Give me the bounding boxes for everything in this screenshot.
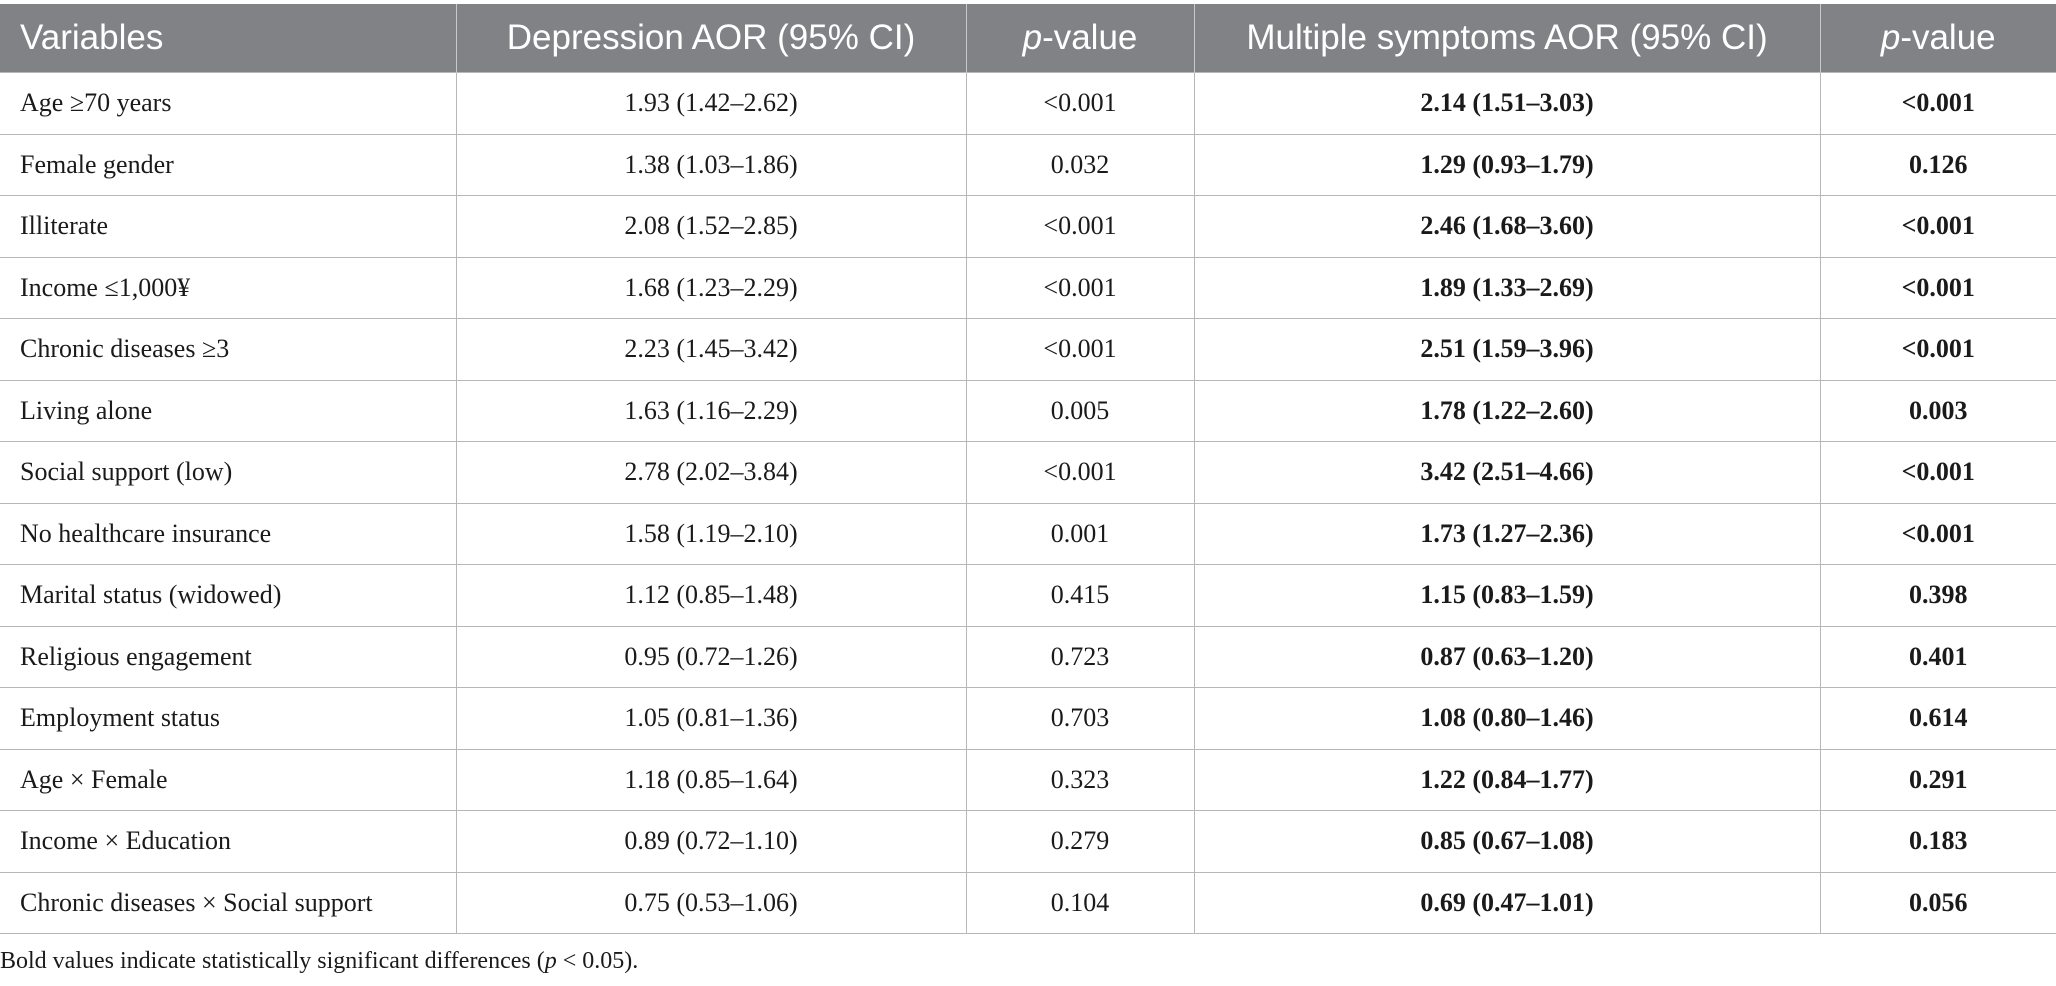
cell-multiple-symptoms-p-value: 0.126 bbox=[1819, 133, 2056, 196]
table-row: Age ≥70 years 1.93 (1.42–2.62) <0.001 2.14 … bbox=[0, 72, 2056, 134]
cell-variable: Living alone bbox=[0, 379, 456, 442]
cell-multiple-symptoms-p-value: 0.183 bbox=[1819, 810, 2056, 872]
footnote-p-symbol: p bbox=[544, 948, 557, 974]
cell-depression-aor: 0.89 (0.72–1.10) bbox=[455, 810, 966, 872]
cell-depression-aor: 1.12 (0.85–1.48) bbox=[455, 564, 966, 626]
cell-variable: Illiterate bbox=[0, 195, 456, 257]
cell-depression-p-value: <0.001 bbox=[965, 441, 1194, 503]
cell-multiple-symptoms-aor: 1.08 (0.80–1.46) bbox=[1193, 687, 1820, 749]
table-body: Age ≥70 years 1.93 (1.42–2.62) <0.001 2.14 … bbox=[0, 72, 2056, 934]
cell-depression-p-value: 0.005 bbox=[965, 379, 1194, 442]
cell-depression-aor: 1.58 (1.19–2.10) bbox=[455, 502, 966, 565]
cell-depression-p-value: <0.001 bbox=[965, 195, 1194, 257]
cell-multiple-symptoms-p-value: <0.001 bbox=[1819, 195, 2056, 257]
cell-multiple-symptoms-p-value: 0.401 bbox=[1819, 625, 2056, 688]
cell-depression-aor: 1.93 (1.42–2.62) bbox=[455, 72, 966, 134]
cell-variable: Marital status (widowed) bbox=[0, 564, 456, 626]
cell-multiple-symptoms-aor: 1.22 (0.84–1.77) bbox=[1193, 748, 1820, 811]
footnote-text-before: Bold values indicate statistically signi… bbox=[0, 948, 545, 974]
cell-depression-aor: 2.08 (1.52–2.85) bbox=[455, 195, 966, 257]
cell-variable: Social support (low) bbox=[0, 441, 456, 503]
cell-multiple-symptoms-aor: 1.15 (0.83–1.59) bbox=[1193, 564, 1820, 626]
cell-depression-p-value: 0.703 bbox=[965, 687, 1194, 749]
cell-depression-aor: 1.18 (0.85–1.64) bbox=[455, 748, 966, 811]
header-multiple-symptoms-p-value: p-value bbox=[1819, 4, 2056, 73]
table-footnote: Bold values indicate statistically signi… bbox=[0, 948, 638, 975]
table-row: Employment status 1.05 (0.81–1.36) 0.703 1.… bbox=[0, 687, 2056, 749]
cell-multiple-symptoms-p-value: <0.001 bbox=[1819, 72, 2056, 134]
cell-depression-p-value: 0.323 bbox=[965, 748, 1194, 811]
cell-variable: No healthcare insurance bbox=[0, 502, 456, 565]
cell-variable: Income × Education bbox=[0, 810, 456, 872]
cell-multiple-symptoms-p-value: 0.056 bbox=[1819, 871, 2056, 934]
results-table-container: Variables Depression AOR (95% CI) p-valu… bbox=[0, 4, 2056, 934]
cell-multiple-symptoms-p-value: 0.003 bbox=[1819, 379, 2056, 442]
cell-depression-p-value: <0.001 bbox=[965, 318, 1194, 380]
table-header-row: Variables Depression AOR (95% CI) p-valu… bbox=[0, 4, 2056, 73]
cell-multiple-symptoms-p-value: 0.398 bbox=[1819, 564, 2056, 626]
cell-depression-p-value: <0.001 bbox=[965, 72, 1194, 134]
table-row: No healthcare insurance 1.58 (1.19–2.10) 0… bbox=[0, 502, 2056, 565]
results-table: Variables Depression AOR (95% CI) p-valu… bbox=[0, 4, 2056, 934]
cell-multiple-symptoms-p-value: <0.001 bbox=[1819, 441, 2056, 503]
header-depression-aor: Depression AOR (95% CI) bbox=[455, 4, 966, 73]
cell-depression-p-value: 0.032 bbox=[965, 133, 1194, 196]
table-row: Religious engagement 0.95 (0.72–1.26) 0.72… bbox=[0, 625, 2056, 688]
cell-multiple-symptoms-p-value: <0.001 bbox=[1819, 502, 2056, 565]
cell-multiple-symptoms-aor: 2.14 (1.51–3.03) bbox=[1193, 72, 1820, 134]
cell-variable: Religious engagement bbox=[0, 625, 456, 688]
header-multiple-symptoms-aor: Multiple symptoms AOR (95% CI) bbox=[1193, 4, 1820, 73]
cell-multiple-symptoms-aor: 0.69 (0.47–1.01) bbox=[1193, 871, 1820, 934]
header-variables: Variables bbox=[0, 4, 456, 73]
cell-multiple-symptoms-aor: 3.42 (2.51–4.66) bbox=[1193, 441, 1820, 503]
cell-depression-aor: 1.68 (1.23–2.29) bbox=[455, 256, 966, 319]
footnote-text-after: < 0.05). bbox=[556, 948, 639, 974]
cell-variable: Chronic diseases ≥3 bbox=[0, 318, 456, 380]
cell-multiple-symptoms-aor: 0.85 (0.67–1.08) bbox=[1193, 810, 1820, 872]
table-row: Marital status (widowed) 1.12 (0.85–1.48)… bbox=[0, 564, 2056, 626]
cell-variable: Female gender bbox=[0, 133, 456, 196]
cell-multiple-symptoms-aor: 0.87 (0.63–1.20) bbox=[1193, 625, 1820, 688]
cell-variable: Income ≤1,000¥ bbox=[0, 256, 456, 319]
cell-multiple-symptoms-aor: 1.73 (1.27–2.36) bbox=[1193, 502, 1820, 565]
cell-depression-aor: 1.05 (0.81–1.36) bbox=[455, 687, 966, 749]
cell-depression-aor: 1.63 (1.16–2.29) bbox=[455, 379, 966, 442]
table-row: Illiterate 2.08 (1.52–2.85) <0.001 2.46 (1.… bbox=[0, 195, 2056, 257]
cell-depression-aor: 1.38 (1.03–1.86) bbox=[455, 133, 966, 196]
cell-multiple-symptoms-aor: 1.78 (1.22–2.60) bbox=[1193, 379, 1820, 442]
cell-depression-p-value: 0.723 bbox=[965, 625, 1194, 688]
table-row: Female gender 1.38 (1.03–1.86) 0.032 1.29 (… bbox=[0, 133, 2056, 196]
cell-multiple-symptoms-p-value: <0.001 bbox=[1819, 318, 2056, 380]
cell-variable: Chronic diseases × Social support bbox=[0, 871, 456, 934]
cell-variable: Employment status bbox=[0, 687, 456, 749]
cell-multiple-symptoms-p-value: 0.614 bbox=[1819, 687, 2056, 749]
cell-multiple-symptoms-aor: 2.46 (1.68–3.60) bbox=[1193, 195, 1820, 257]
cell-depression-p-value: 0.415 bbox=[965, 564, 1194, 626]
cell-multiple-symptoms-aor: 1.29 (0.93–1.79) bbox=[1193, 133, 1820, 196]
table-row: Income × Education 0.89 (0.72–1.10) 0.279 0… bbox=[0, 810, 2056, 872]
cell-depression-p-value: 0.279 bbox=[965, 810, 1194, 872]
table-row: Income ≤1,000¥ 1.68 (1.23–2.29) <0.001 1.89… bbox=[0, 256, 2056, 319]
cell-depression-aor: 2.78 (2.02–3.84) bbox=[455, 441, 966, 503]
cell-depression-aor: 0.95 (0.72–1.26) bbox=[455, 625, 966, 688]
header-depression-p-value: p-value bbox=[965, 4, 1194, 73]
cell-multiple-symptoms-p-value: 0.291 bbox=[1819, 748, 2056, 811]
cell-multiple-symptoms-p-value: <0.001 bbox=[1819, 256, 2056, 319]
cell-depression-aor: 0.75 (0.53–1.06) bbox=[455, 871, 966, 934]
cell-depression-aor: 2.23 (1.45–3.42) bbox=[455, 318, 966, 380]
cell-depression-p-value: <0.001 bbox=[965, 256, 1194, 319]
cell-multiple-symptoms-aor: 2.51 (1.59–3.96) bbox=[1193, 318, 1820, 380]
cell-multiple-symptoms-aor: 1.89 (1.33–2.69) bbox=[1193, 256, 1820, 319]
table-row: Age × Female 1.18 (0.85–1.64) 0.323 1.22 (0… bbox=[0, 748, 2056, 811]
cell-variable: Age ≥70 years bbox=[0, 72, 456, 134]
cell-depression-p-value: 0.001 bbox=[965, 502, 1194, 565]
table-row: Chronic diseases × Social support 0.75 (0… bbox=[0, 871, 2056, 934]
cell-variable: Age × Female bbox=[0, 748, 456, 811]
table-row: Chronic diseases ≥3 2.23 (1.45–3.42) <0.00… bbox=[0, 318, 2056, 380]
cell-depression-p-value: 0.104 bbox=[965, 871, 1194, 934]
table-row: Living alone 1.63 (1.16–2.29) 0.005 1.78 (1… bbox=[0, 379, 2056, 442]
table-row: Social support (low) 2.78 (2.02–3.84) <0.0… bbox=[0, 441, 2056, 503]
